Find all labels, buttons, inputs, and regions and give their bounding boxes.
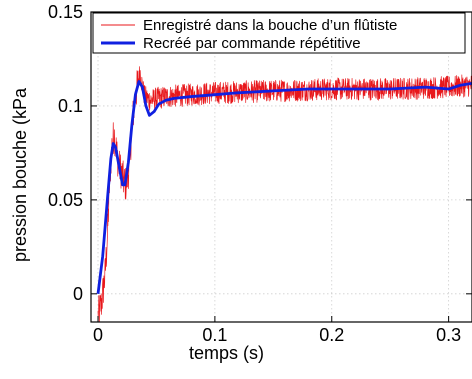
series-line-1 xyxy=(96,80,472,294)
y-axis-label: pression bouche (kPa xyxy=(10,87,30,262)
y-tick-label: 0 xyxy=(73,284,83,304)
legend: Enregistré dans la bouche d’un flûtisteR… xyxy=(92,12,466,54)
grid xyxy=(91,11,472,322)
plot-series-group xyxy=(96,66,472,322)
x-tick-label: 0.3 xyxy=(436,325,461,345)
y-tick-label: 0.1 xyxy=(58,96,83,116)
x-axis-label: temps (s) xyxy=(189,343,264,363)
x-tick-label: 0.2 xyxy=(319,325,344,345)
x-tick-label: 0.1 xyxy=(202,325,227,345)
legend-label-0: Enregistré dans la bouche d’un flûtiste xyxy=(143,17,397,34)
series-line-0 xyxy=(97,66,472,322)
y-tick-label: 0.05 xyxy=(48,190,83,210)
plot-frame xyxy=(90,11,472,323)
y-tick-label: 0.15 xyxy=(48,2,83,22)
x-tick-label: 0 xyxy=(93,325,103,345)
legend-label-1: Recréé par commande répétitive xyxy=(143,35,361,52)
legend-box xyxy=(92,12,466,54)
